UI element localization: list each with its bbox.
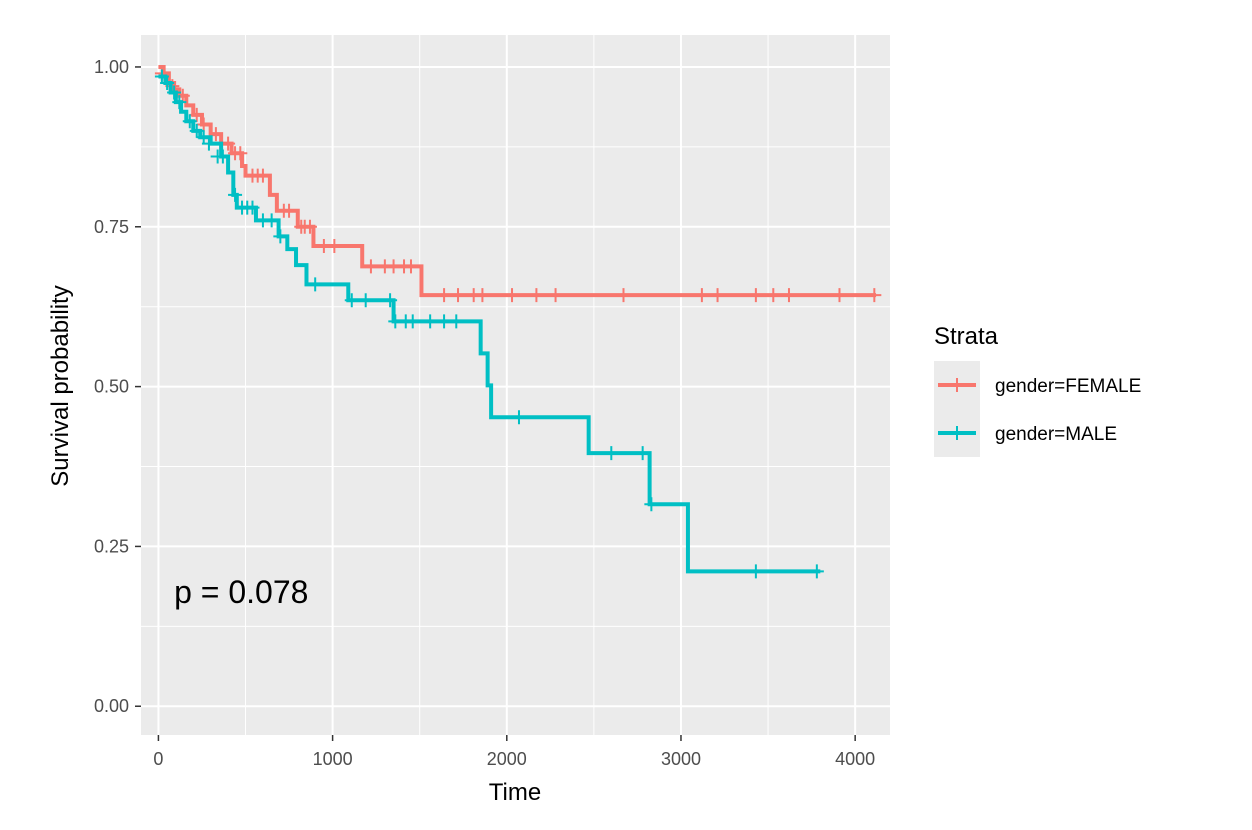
legend-keys: gender=FEMALE gender=MALE [934,361,1141,457]
x-axis-title: Time [489,779,541,806]
x-tick-label: 4000 [835,749,875,769]
legend: Strata gender=FEMALE gender=MALE [934,323,1141,457]
censor-mark-gender-male [264,213,279,228]
x-tick-label: 3000 [661,749,701,769]
censor-mark-gender-female [766,288,781,303]
censor-mark-gender-female [710,288,725,303]
censor-mark-gender-female [781,288,796,303]
censor-mark-gender-female [196,117,211,132]
censor-mark-gender-female [221,136,236,151]
legend-label-gender-female: gender=FEMALE [995,376,1141,397]
censor-mark-gender-male [644,497,659,512]
series-line-gender-male [158,74,821,574]
censor-mark-gender-male [405,314,420,329]
censor-mark-gender-female [832,288,847,303]
y-axis-tick-labels: 0.00 0.25 0.50 0.75 1.00 [94,57,129,716]
censor-mark-gender-male [245,200,260,215]
censor-mark-gender-female [233,146,248,161]
censor-mark-gender-female [327,238,342,253]
censor-mark-gender-female [302,219,317,234]
grid-minor [141,35,890,735]
censor-mark-gender-male [383,293,398,308]
censor-mark-gender-female [255,168,270,183]
censor-mark-gender-male [437,314,452,329]
censor-mark-gender-male [358,293,373,308]
series-layer [154,64,882,579]
plot-panel [141,35,890,735]
censor-mark-gender-female [616,288,631,303]
censor-mark-gender-female [189,107,204,122]
censor-mark-gender-male [182,114,197,129]
censor-mark-gender-male [635,446,650,461]
censor-mark-gender-male [160,75,175,90]
censor-mark-gender-female [867,288,882,303]
censor-mark-gender-female [282,203,297,218]
censor-mark-gender-female [363,259,378,274]
censor-mark-gender-male [189,123,204,138]
censor-mark-gender-male [172,95,187,110]
y-axis-title: Survival probability [47,285,74,486]
censor-mark-gender-male [449,314,464,329]
censor-mark-gender-female [403,259,418,274]
x-axis-tick-labels: 0 1000 2000 3000 4000 [153,749,875,769]
y-tick-label: 0.00 [94,696,129,716]
grid-major [141,35,890,735]
x-tick-label: 0 [153,749,163,769]
y-tick-label: 0.50 [94,377,129,397]
legend-title: Strata [934,323,999,350]
p-value-annotation: p = 0.078 [174,574,308,610]
censor-mark-gender-male [809,564,824,579]
censor-mark-gender-female [475,288,490,303]
censor-mark-gender-female [694,288,709,303]
censor-mark-gender-female [451,288,466,303]
censor-mark-gender-male [167,85,182,100]
y-tick-label: 0.75 [94,217,129,237]
y-tick-label: 0.25 [94,536,129,556]
censor-mark-gender-female [748,288,763,303]
censor-mark-gender-female [529,288,544,303]
x-axis-ticks [157,735,856,741]
censor-mark-gender-male [228,187,243,202]
censor-mark-gender-female [505,288,520,303]
censor-mark-gender-male [511,410,526,425]
censor-mark-gender-male [423,314,438,329]
y-tick-label: 1.00 [94,57,129,77]
censor-mark-gender-female [208,127,223,142]
x-tick-label: 1000 [313,749,353,769]
legend-label-gender-male: gender=MALE [995,424,1117,445]
censor-mark-gender-female [548,288,563,303]
censor-mark-gender-male [604,446,619,461]
censor-mark-gender-male [273,229,288,244]
legend-key-mark-gender-female [950,378,964,392]
x-tick-label: 2000 [487,749,527,769]
censor-mark-gender-male [748,564,763,579]
legend-key-mark-gender-male [950,426,964,440]
censor-mark-gender-male [344,293,359,308]
censor-mark-gender-female [437,288,452,303]
censor-mark-gender-male [201,136,216,151]
censor-mark-gender-male [308,277,323,292]
censor-mark-gender-male [215,149,230,164]
y-axis-ticks [135,66,141,707]
